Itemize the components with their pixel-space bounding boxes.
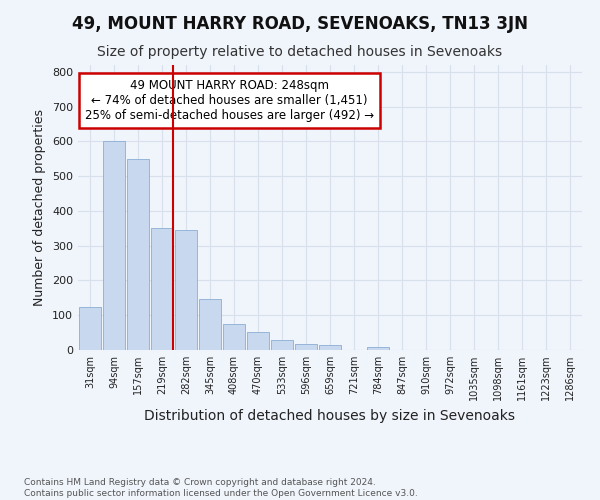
X-axis label: Distribution of detached houses by size in Sevenoaks: Distribution of detached houses by size … — [145, 408, 515, 422]
Bar — [151, 228, 173, 350]
Bar — [295, 344, 317, 350]
Bar — [127, 159, 149, 350]
Bar — [79, 306, 101, 350]
Text: 49 MOUNT HARRY ROAD: 248sqm
← 74% of detached houses are smaller (1,451)
25% of : 49 MOUNT HARRY ROAD: 248sqm ← 74% of det… — [85, 79, 374, 122]
Bar — [247, 332, 269, 350]
Bar — [175, 230, 197, 350]
Y-axis label: Number of detached properties: Number of detached properties — [34, 109, 46, 306]
Bar — [319, 345, 341, 350]
Bar — [223, 324, 245, 350]
Text: 49, MOUNT HARRY ROAD, SEVENOAKS, TN13 3JN: 49, MOUNT HARRY ROAD, SEVENOAKS, TN13 3J… — [72, 15, 528, 33]
Text: Contains HM Land Registry data © Crown copyright and database right 2024.
Contai: Contains HM Land Registry data © Crown c… — [24, 478, 418, 498]
Text: Size of property relative to detached houses in Sevenoaks: Size of property relative to detached ho… — [97, 45, 503, 59]
Bar — [271, 340, 293, 350]
Bar — [199, 298, 221, 350]
Bar — [103, 142, 125, 350]
Bar — [367, 347, 389, 350]
